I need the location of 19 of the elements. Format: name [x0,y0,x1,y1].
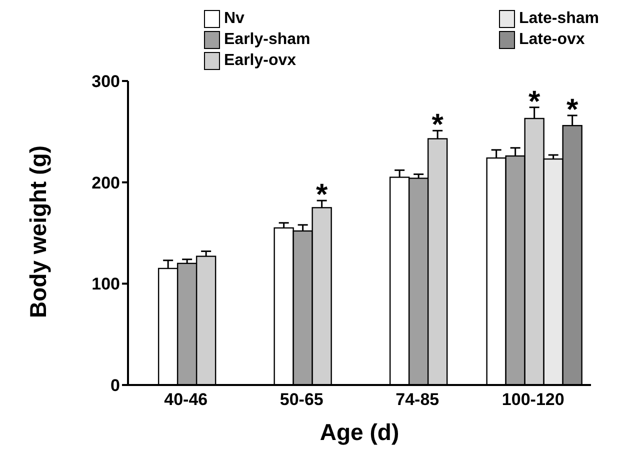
x-axis-title: Age (d) [320,419,400,445]
legend-label: Late-sham [518,10,599,28]
x-tick-label: 74-85 [396,390,440,410]
x-tick-label: 100-120 [502,390,564,410]
y-tick-label: 100 [92,274,120,294]
y-tick-label: 0 [110,376,120,396]
x-tick-label: 40-46 [164,390,208,410]
legend-label: Early-sham [224,30,310,48]
legend-label: Late-ovx [518,30,585,48]
legend-label: Early-ovx [224,52,296,70]
annotation: * [316,178,328,212]
annotation: * [528,85,540,118]
y-tick-label: 300 [92,72,120,92]
y-tick-label: 200 [92,173,120,192]
legend-label: Nv [224,10,244,28]
annotation: * [432,108,444,142]
x-tick-label: 50-65 [280,390,324,410]
annotation: * [566,93,578,126]
y-axis-title: Body weight (g) [25,146,52,318]
